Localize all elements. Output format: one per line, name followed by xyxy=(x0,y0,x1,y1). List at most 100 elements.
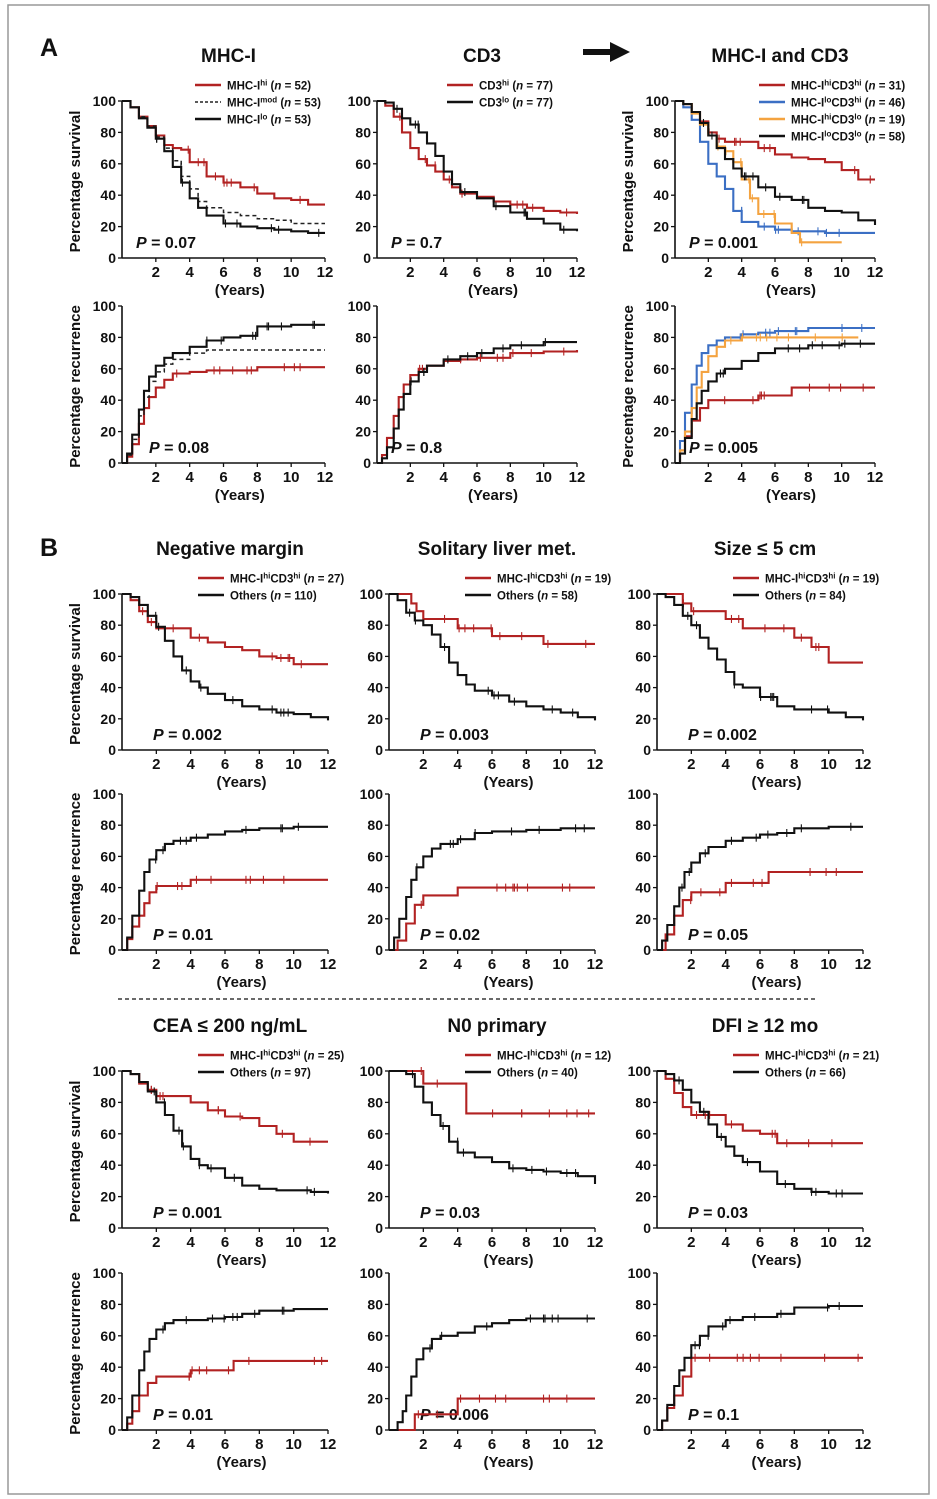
series-line xyxy=(122,349,325,464)
y-tick-label: 0 xyxy=(375,742,383,758)
series-0 xyxy=(122,592,328,669)
y-tick-label: 80 xyxy=(635,1296,651,1312)
x-tick-label: 12 xyxy=(855,1234,872,1251)
x-axis-label: (Years) xyxy=(766,487,816,504)
x-tick-label: 8 xyxy=(506,264,514,281)
y-tick-label: 80 xyxy=(635,617,651,633)
x-tick-label: 12 xyxy=(320,956,337,973)
y-tick-label: 60 xyxy=(100,361,116,377)
y-tick-label: 100 xyxy=(628,1265,652,1281)
x-axis-label: (Years) xyxy=(766,282,816,299)
series-1 xyxy=(122,1069,330,1196)
series-line xyxy=(657,592,863,664)
panel-combo_rec: 2 4 6 8 10 12 0 20 40 60 80 100 (Years) Percentage re… xyxy=(620,298,883,504)
y-tick-label: 60 xyxy=(100,648,116,664)
x-axis-label: (Years) xyxy=(216,1454,266,1471)
legend-label: MHC-IloCD3hi (n = 46) xyxy=(791,96,905,110)
y-tick-label: 60 xyxy=(367,848,383,864)
x-tick-label: 2 xyxy=(419,756,427,773)
p-value-label: P = 0.001 xyxy=(689,235,758,252)
legend-label: Others (n = 84) xyxy=(765,591,846,603)
series-line xyxy=(122,323,325,465)
x-axis-label: (Years) xyxy=(483,974,533,991)
series-line xyxy=(389,1069,595,1115)
legend-label: MHC-Imod (n = 53) xyxy=(227,96,321,110)
y-tick-label: 20 xyxy=(100,911,116,927)
y-tick-label: 0 xyxy=(108,250,116,266)
y-tick-label: 80 xyxy=(100,817,116,833)
x-tick-label: 10 xyxy=(833,264,850,281)
x-tick-label: 12 xyxy=(855,756,872,773)
y-tick-label: 60 xyxy=(635,1126,651,1142)
panel-size_rec: 2 4 6 8 10 12 0 20 40 60 80 100 (Years) P = 0.05 xyxy=(628,786,872,991)
p-value-label: P = 0.003 xyxy=(420,727,489,744)
series-line xyxy=(675,336,859,465)
x-tick-label: 4 xyxy=(453,756,462,773)
y-tick-label: 20 xyxy=(653,424,669,440)
p-value-label: P = 0.006 xyxy=(420,1407,489,1424)
x-tick-label: 6 xyxy=(219,469,227,486)
series-line xyxy=(657,870,863,952)
y-tick-label: 40 xyxy=(367,880,383,896)
legend-label: Others (n = 66) xyxy=(765,1068,846,1080)
series-1 xyxy=(657,1301,863,1432)
series-line xyxy=(657,1069,863,1145)
section-a-label: A xyxy=(40,34,58,62)
series-1 xyxy=(389,1314,595,1432)
y-tick-label: 20 xyxy=(635,1391,651,1407)
x-tick-label: 8 xyxy=(790,756,798,773)
p-value-label: P = 0.02 xyxy=(420,927,480,944)
series-line xyxy=(122,1308,328,1432)
y-tick-label: 20 xyxy=(355,219,371,235)
x-tick-label: 8 xyxy=(522,956,530,973)
y-tick-label: 60 xyxy=(367,1126,383,1142)
y-tick-label: 80 xyxy=(355,329,371,345)
x-tick-label: 10 xyxy=(285,756,302,773)
x-tick-label: 2 xyxy=(406,469,414,486)
series-line xyxy=(122,592,328,666)
x-tick-label: 2 xyxy=(419,1436,427,1453)
x-tick-label: 12 xyxy=(317,469,334,486)
y-tick-label: 0 xyxy=(108,455,116,471)
x-tick-label: 10 xyxy=(820,1436,837,1453)
x-tick-label: 12 xyxy=(855,1436,872,1453)
series-line xyxy=(389,886,595,952)
y-tick-label: 0 xyxy=(661,250,669,266)
x-tick-label: 6 xyxy=(473,469,481,486)
series-0 xyxy=(389,883,595,952)
panel-solitary_rec: 2 4 6 8 10 12 0 20 40 60 80 100 (Years) P = 0.02 xyxy=(360,786,604,991)
series-line xyxy=(122,366,325,465)
panel-neg_margin_rec: 2 4 6 8 10 12 0 20 40 60 80 100 (Years) Percentage re… xyxy=(67,786,336,991)
p-value-label: P = 0.8 xyxy=(391,440,442,457)
y-tick-label: 40 xyxy=(100,1157,116,1173)
x-tick-label: 10 xyxy=(552,1436,569,1453)
panel-title: N0 primary xyxy=(447,1016,547,1037)
x-tick-label: 2 xyxy=(704,469,712,486)
x-tick-label: 4 xyxy=(453,1234,462,1251)
y-axis-label: Percentage recurrence xyxy=(67,305,84,468)
y-tick-label: 100 xyxy=(360,586,384,602)
series-1 xyxy=(657,1069,863,1198)
p-value-label: P = 0.03 xyxy=(420,1205,480,1222)
y-tick-label: 60 xyxy=(367,648,383,664)
panel-size_os: 2 4 6 8 10 12 0 20 40 60 80 100 (Years) Size ≤ 5 cm P … xyxy=(628,539,880,791)
x-axis-label: (Years) xyxy=(751,1252,801,1269)
x-tick-label: 8 xyxy=(255,756,263,773)
y-axis-label: Percentage recurrence xyxy=(620,305,637,468)
x-tick-label: 4 xyxy=(439,469,448,486)
y-tick-label: 100 xyxy=(93,786,117,802)
legend-label: MHC-Ihi (n = 52) xyxy=(227,79,311,93)
x-tick-label: 6 xyxy=(221,756,229,773)
y-tick-label: 40 xyxy=(100,880,116,896)
y-tick-label: 0 xyxy=(375,1220,383,1236)
y-tick-label: 100 xyxy=(93,93,117,109)
y-axis-label: Percentage survival xyxy=(67,1081,84,1223)
y-tick-label: 0 xyxy=(363,455,371,471)
x-tick-label: 2 xyxy=(406,264,414,281)
series-1 xyxy=(657,592,865,721)
panel-n0_os: 2 4 6 8 10 12 0 20 40 60 80 100 (Years) N0 primary P =… xyxy=(360,1016,612,1269)
p-value-label: P = 0.01 xyxy=(153,1407,213,1424)
series-line xyxy=(122,825,328,952)
y-axis-label: Percentage survival xyxy=(67,603,84,745)
y-tick-label: 20 xyxy=(100,219,116,235)
